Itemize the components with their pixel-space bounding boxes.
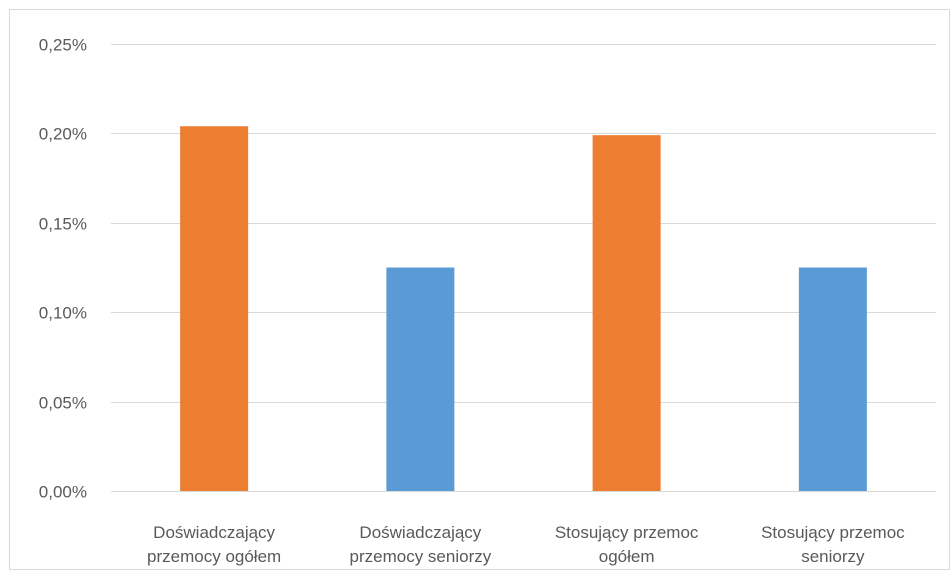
y-tick-label: 0,20% (39, 125, 87, 144)
bar (798, 267, 867, 491)
x-category-label: przemocy seniorzy (350, 547, 492, 566)
x-category-label: przemocy ogółem (147, 547, 281, 566)
bar (386, 267, 455, 491)
bar-chart: 0,25% 0,20% 0,15% 0,10% 0,05% 0,00% Doświadcz… (39, 36, 936, 566)
x-category-label: Stosujący przemoc (761, 523, 905, 542)
bars (180, 126, 867, 492)
x-category-label: Stosujący przemoc (555, 523, 699, 542)
x-axis-category-labels: Doświadczający przemocy ogółem Doświadczaj… (147, 523, 905, 566)
gridlines (111, 44, 936, 492)
bar (592, 135, 661, 492)
y-tick-label: 0,10% (39, 304, 87, 323)
chart-area: 0,25% 0,20% 0,15% 0,10% 0,05% 0,00% Doświadcz… (9, 9, 950, 570)
bar (180, 126, 249, 492)
y-axis-tick-labels: 0,25% 0,20% 0,15% 0,10% 0,05% 0,00% (39, 36, 87, 502)
y-tick-label: 0,15% (39, 215, 87, 234)
x-category-label: Doświadczający (153, 523, 275, 542)
y-tick-label: 0,00% (39, 483, 87, 502)
y-tick-label: 0,25% (39, 36, 87, 55)
x-category-label: ogółem (599, 547, 655, 566)
x-category-label: seniorzy (801, 547, 865, 566)
x-category-label: Doświadczający (359, 523, 481, 542)
y-tick-label: 0,05% (39, 394, 87, 413)
